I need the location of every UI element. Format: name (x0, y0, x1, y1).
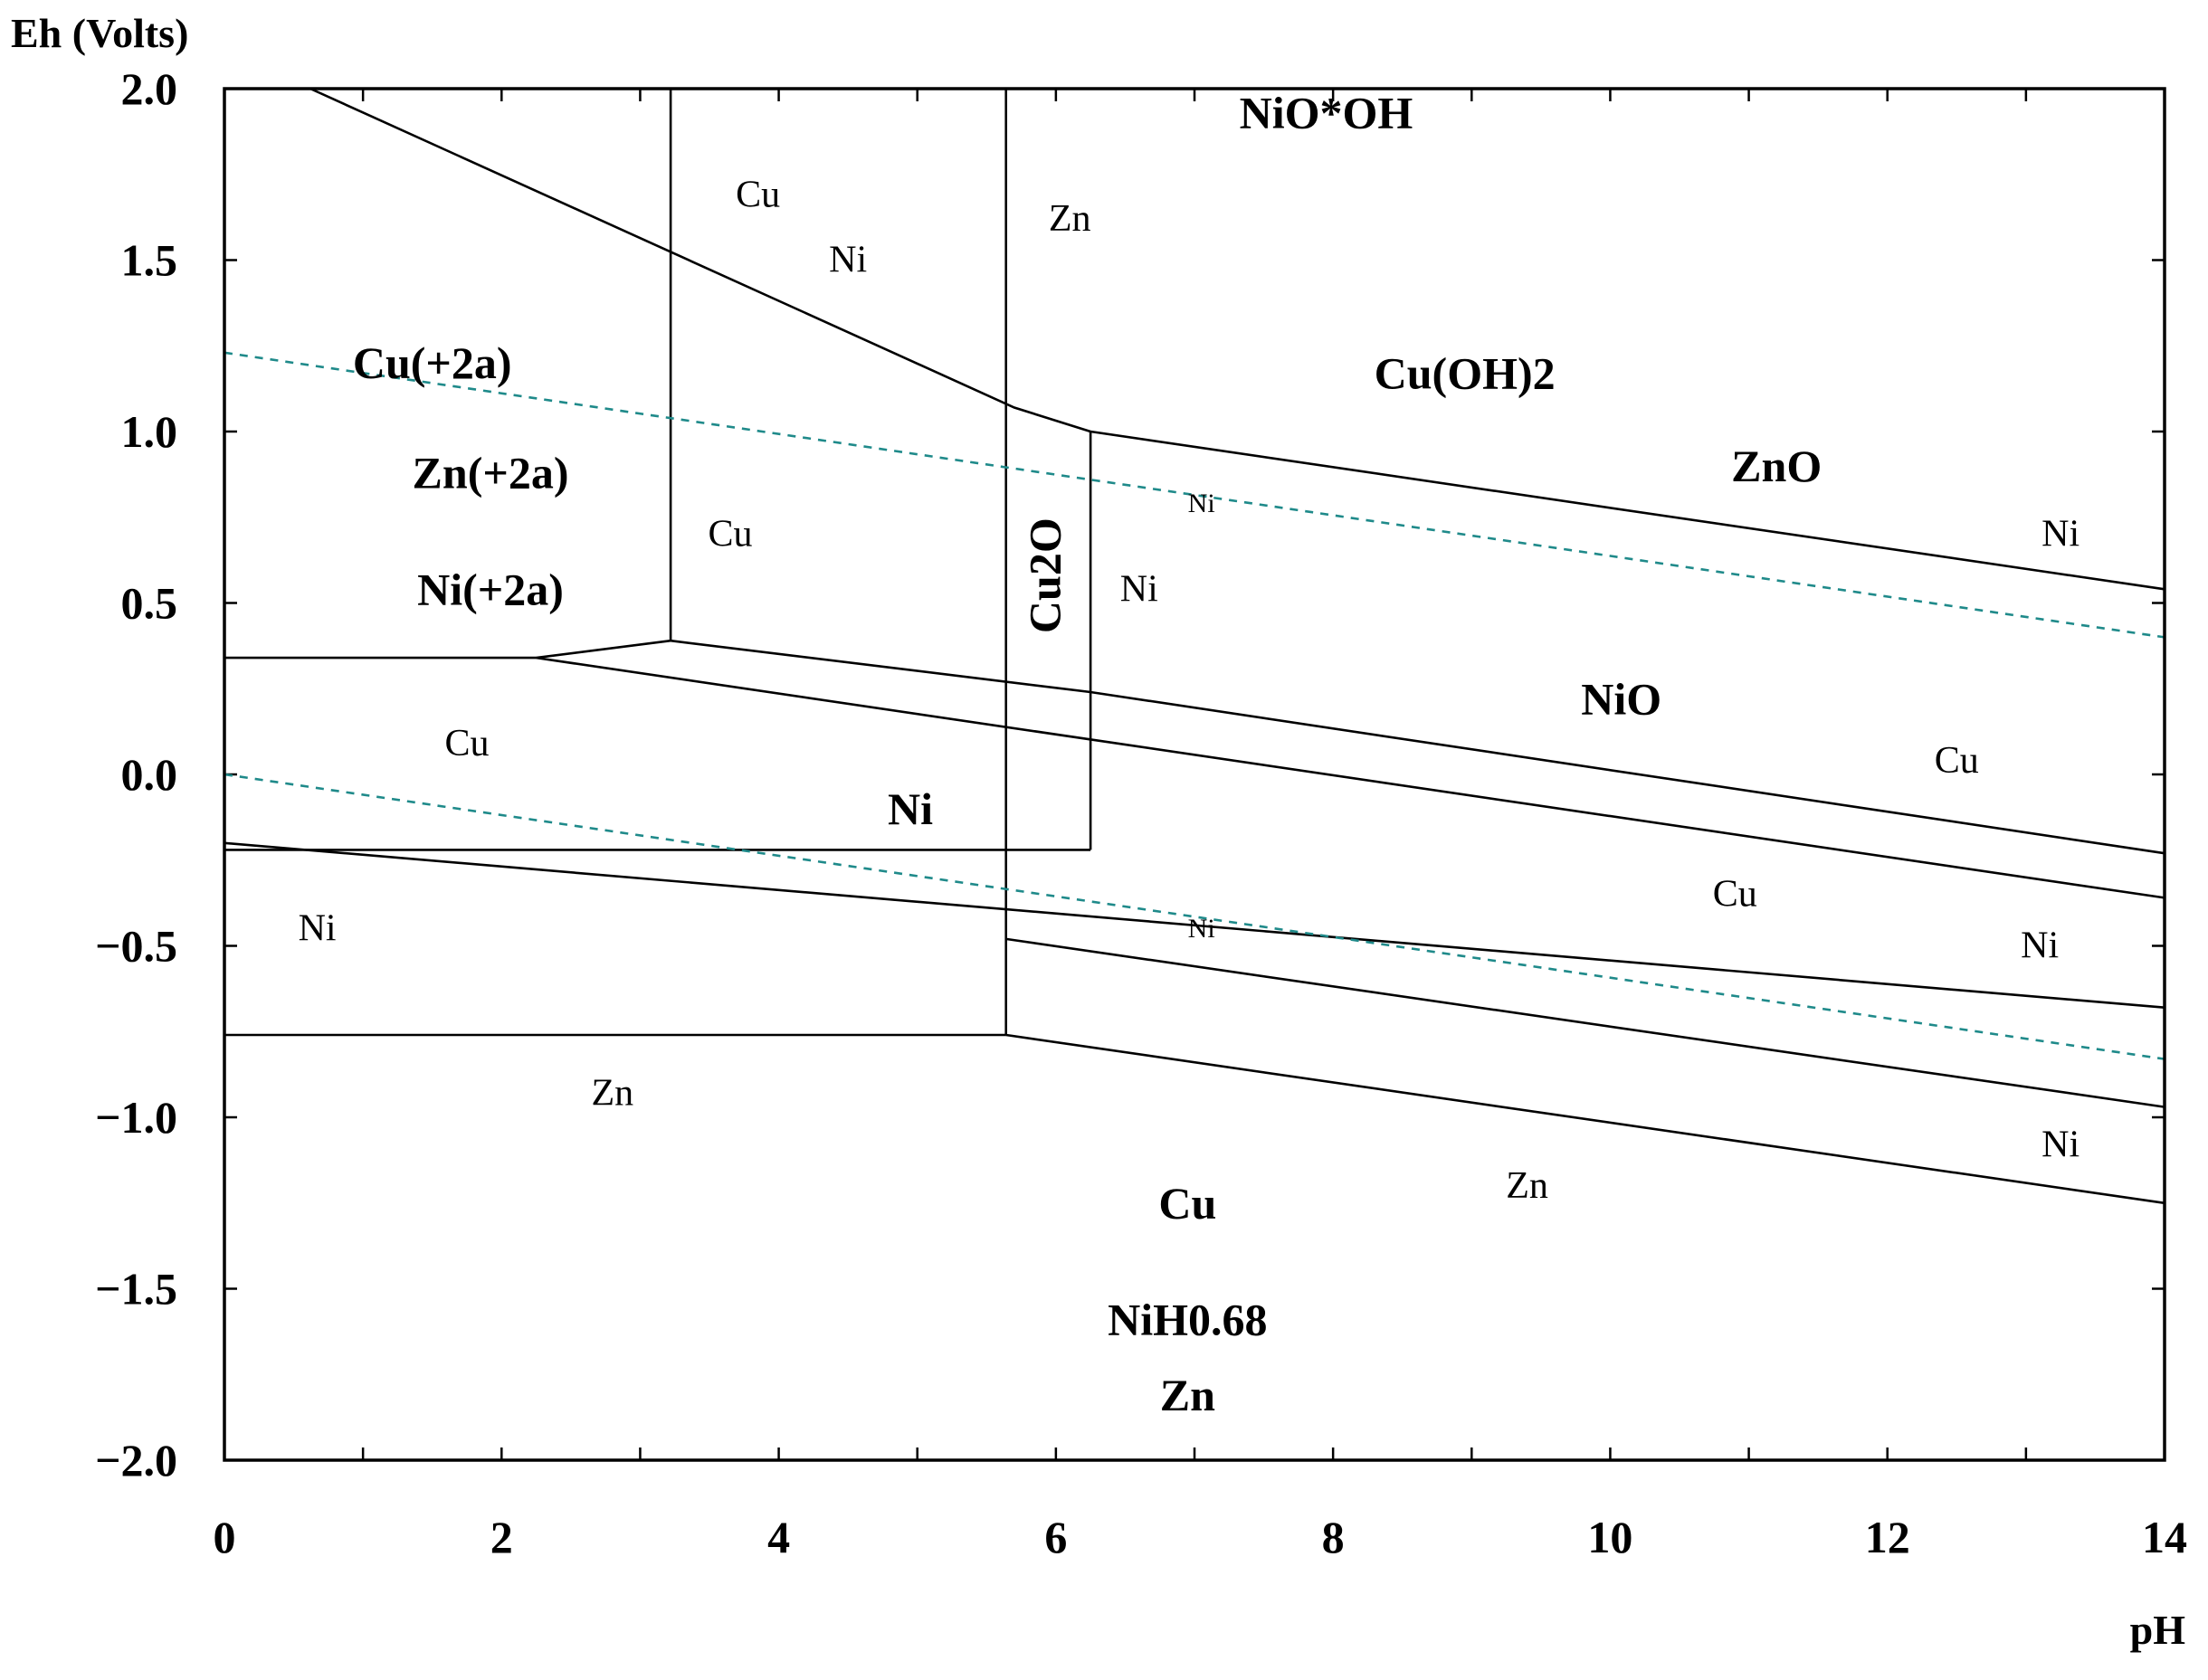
y-tick-label: 1.0 (121, 406, 178, 457)
y-tick-label: 0.0 (121, 749, 178, 800)
region-label: Cu (1713, 874, 1757, 916)
x-tick-labels: 0 2 4 6 8 10 12 14 (214, 1512, 2188, 1562)
x-axis-title: pH (2130, 1607, 2186, 1653)
region-label: Zn(+2a) (413, 447, 569, 498)
y-tick-labels: 2.0 1.5 1.0 0.5 0.0 −0.5 −1.0 −1.5 −2.0 (95, 63, 177, 1485)
water-stability-line (224, 773, 2165, 1060)
x-tick-label: 8 (1322, 1512, 1345, 1562)
region-label: Ni (2041, 514, 2080, 555)
plot-frame (223, 87, 2166, 1462)
phase-boundary-line (224, 841, 2165, 1009)
region-label: NiO (1581, 674, 1661, 725)
region-label: Ni (888, 783, 933, 834)
x-tick-label: 2 (490, 1512, 513, 1562)
phase-boundary-lines (224, 87, 2165, 1205)
y-tick-label: 2.0 (121, 63, 178, 114)
y-tick-label: −0.5 (95, 921, 177, 972)
x-tick-label: 6 (1044, 1512, 1067, 1562)
region-label: Ni (1188, 914, 1215, 944)
region-label: Ni (829, 240, 867, 281)
y-tick-label: 1.5 (121, 235, 178, 286)
region-label: Ni (2041, 1124, 2080, 1165)
y-axis-title: Eh (Volts) (11, 10, 188, 56)
x-tick-label: 14 (2142, 1512, 2187, 1562)
region-label: Cu2O (1020, 517, 1071, 633)
region-label: Zn (1506, 1165, 1548, 1207)
region-label: Ni (2021, 925, 2059, 967)
phase-boundary-line (536, 656, 2165, 899)
region-labels: NiO*OH Cu Ni Zn Cu(+2a) Cu(OH)2 Zn(+2a) ZnO Cu Ni… (299, 88, 2080, 1420)
region-label: Cu (1935, 740, 1979, 782)
phase-boundary-line (1005, 937, 2165, 1108)
y-tick-label: −1.0 (95, 1092, 177, 1143)
region-label: Ni (1188, 489, 1215, 518)
region-label: Zn (591, 1072, 633, 1114)
region-label: Ni (299, 908, 337, 950)
region-label: ZnO (1731, 441, 1822, 491)
region-label: Cu (736, 174, 780, 215)
x-tick-label: 10 (1587, 1512, 1632, 1562)
y-tick-label: 0.5 (121, 578, 178, 629)
region-label: Cu (444, 723, 489, 764)
phase-boundary-line (670, 639, 2165, 855)
x-tick-label: 0 (214, 1512, 236, 1562)
water-stability-line (224, 351, 2165, 639)
region-label: Cu (1158, 1178, 1216, 1229)
region-label: Ni (1120, 568, 1158, 610)
region-label: Zn (1049, 198, 1091, 240)
phase-boundary-line (309, 87, 1091, 433)
region-label: Cu(OH)2 (1375, 348, 1556, 399)
x-tick-label: 4 (767, 1512, 790, 1562)
region-label: Zn (1160, 1370, 1215, 1420)
region-label: Ni(+2a) (417, 564, 564, 614)
phase-boundary-line (1005, 1033, 2165, 1205)
phase-boundary-line (536, 639, 671, 660)
region-label: Cu(+2a) (353, 337, 512, 388)
y-tick-label: −1.5 (95, 1264, 177, 1315)
phase-boundary-line (1090, 430, 2165, 591)
region-label: NiO*OH (1240, 88, 1413, 138)
region-label: Cu (708, 514, 752, 555)
region-label: NiH0.68 (1108, 1295, 1267, 1345)
x-tick-label: 12 (1865, 1512, 1910, 1562)
y-tick-label: −2.0 (95, 1435, 177, 1485)
